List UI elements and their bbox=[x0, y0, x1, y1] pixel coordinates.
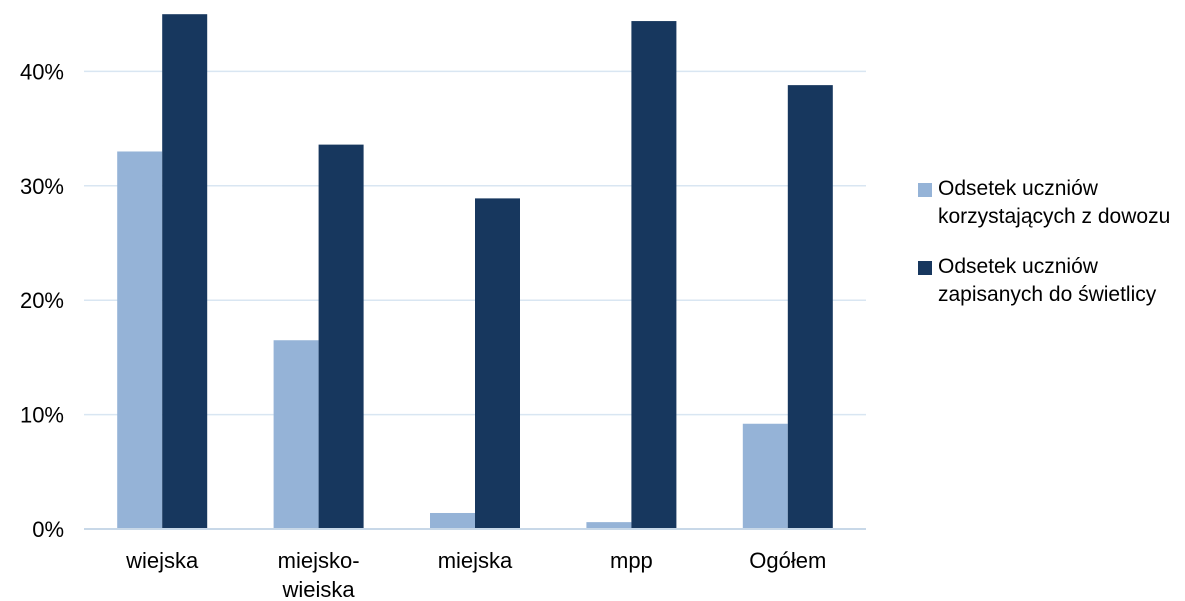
legend-item-dowoz: Odsetek uczniów korzystających z dowozu bbox=[918, 175, 1180, 231]
y-axis-tick-labels: 0% 10% 20% 30% 40% bbox=[20, 59, 64, 542]
bars bbox=[84, 14, 866, 530]
y-tick-label: 10% bbox=[20, 403, 64, 428]
legend-label-swietlica: Odsetek uczniów zapisanych do świetlicy bbox=[938, 255, 1157, 306]
legend: Odsetek uczniów korzystających z dowozu … bbox=[918, 175, 1180, 331]
bar-swietlica bbox=[475, 198, 520, 529]
x-axis-category-labels: wiejska miejsko-wieiska miejska mpp Ogółem bbox=[125, 548, 826, 601]
x-category-label: Ogółem bbox=[749, 548, 826, 573]
y-tick-label: 20% bbox=[20, 288, 64, 313]
x-category-label: wiejska bbox=[125, 548, 199, 573]
bar-dowoz bbox=[430, 512, 475, 529]
bar-dowoz bbox=[273, 340, 319, 529]
bar-dowoz bbox=[117, 151, 163, 530]
bar-dowoz bbox=[742, 423, 788, 529]
legend-item-swietlica: Odsetek uczniów zapisanych do świetlicy bbox=[918, 253, 1180, 309]
bar-swietlica bbox=[318, 144, 364, 529]
x-category-label: mpp bbox=[610, 548, 653, 573]
x-category-label: miejska bbox=[438, 548, 513, 573]
bar-swietlica bbox=[631, 21, 677, 530]
x-category-label: miejsko-wieiska bbox=[278, 548, 360, 601]
bar-swietlica bbox=[787, 85, 833, 530]
y-tick-label: 30% bbox=[20, 174, 64, 199]
legend-swatch-swietlica bbox=[918, 261, 932, 275]
y-tick-label: 0% bbox=[32, 517, 64, 542]
legend-label-dowoz: Odsetek uczniów korzystających z dowozu bbox=[938, 177, 1171, 228]
legend-swatch-dowoz bbox=[918, 183, 932, 197]
bar-dowoz bbox=[586, 522, 632, 529]
y-tick-label: 40% bbox=[20, 59, 64, 84]
bar-swietlica bbox=[162, 14, 208, 529]
